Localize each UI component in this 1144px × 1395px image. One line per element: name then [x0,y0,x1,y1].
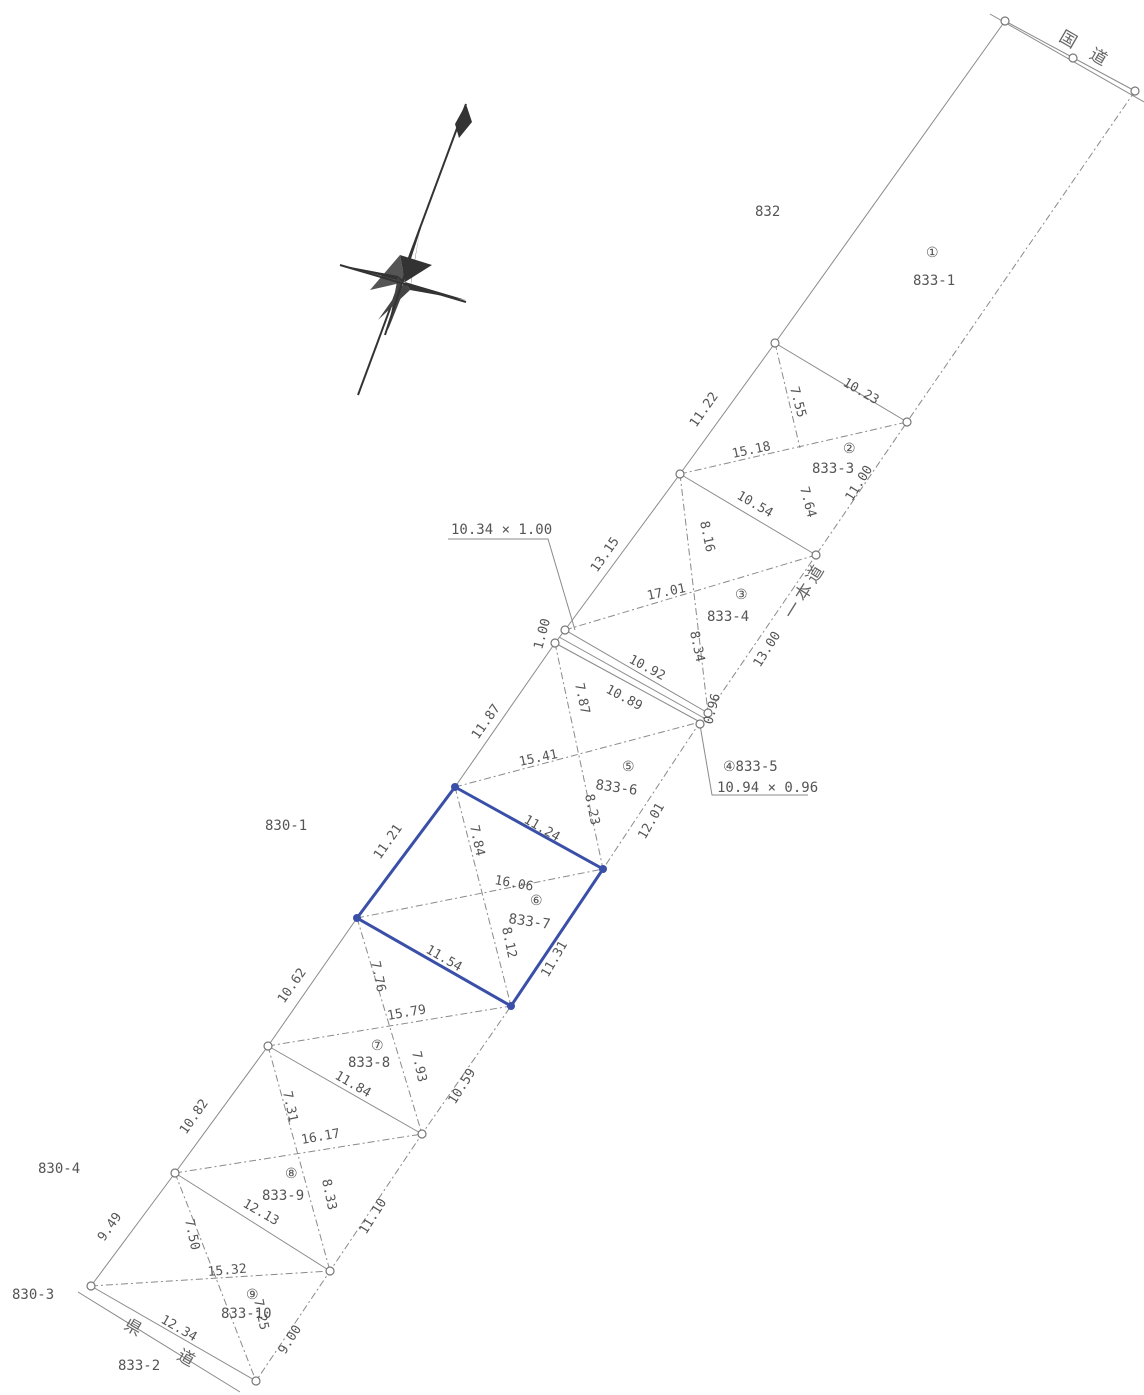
neighbor-lot: 830-3 [12,1287,54,1303]
measurement: 11.87 [469,702,504,743]
neighbor-labels: 832 830-1 830-4 830-3 833-2 [12,204,780,1374]
measurement: 7.31 [279,1090,300,1124]
neighbor-lot: 830-4 [38,1161,80,1177]
measurement: 8.33 [318,1178,339,1212]
measurement: 15.32 [207,1262,247,1280]
measurement: 11.54 [423,942,465,975]
measurement: 9.49 [95,1210,125,1244]
callout-bottom: 10.94 × 0.96 [717,780,818,796]
measurement: 0.96 [701,692,724,726]
parcel-id: 833-10 [221,1306,272,1322]
measurement: 10.82 [177,1097,212,1138]
measurement: 11.84 [332,1068,374,1101]
measurement: 7.64 [796,485,819,519]
measurement: 13.00 [751,629,784,670]
measurement: 9.00 [276,1323,305,1358]
parcel-boundaries [77,13,1144,1393]
measurement: 17.01 [646,581,687,604]
parcel-id: 833-6 [594,777,638,799]
measurement: 10.59 [446,1066,479,1107]
parcel-number: ⑧ [285,1166,298,1182]
measurement: 10.23 [840,375,881,408]
measurement: 12.01 [635,801,668,842]
parcel-number: ⑨ [246,1287,259,1303]
measurement: 8.12 [498,926,519,960]
measurement: 13.15 [588,535,623,576]
parcel-number: ② [843,441,856,457]
measurement: 11.21 [371,822,406,863]
survey-points [86,16,1140,1386]
measurement: 8.34 [686,630,707,664]
parcel-number: ⑥ [530,893,543,909]
measurement: 10.62 [275,966,310,1007]
parcel-id: 833-7 [507,911,551,933]
measurement: 7.93 [408,1050,429,1084]
measurement: 8.16 [696,520,717,554]
parcel-labels: ① 833-1 ② 833-3 ③ 833-4 ⑤ 833-6 ⑥ 833-7 … [221,245,955,1322]
measurement: 10.89 [603,682,645,714]
callout-top: 10.34 × 1.00 [451,522,552,538]
measurement: 15.18 [731,439,772,462]
measurement: 15.79 [386,1002,427,1024]
neighbor-lot: 830-1 [265,818,307,834]
measurement: 16.17 [300,1126,341,1148]
measurement: 11.24 [521,812,563,845]
neighbor-lot: 832 [755,204,780,220]
measurement: 7.84 [466,824,487,858]
callout-parcel: ④833-5 [723,759,778,775]
parcel-number: ⑤ [622,759,635,775]
parcel-id: 833-8 [348,1055,390,1071]
parcel-id: 833-1 [913,273,955,289]
measurement: 10.54 [734,488,776,521]
parcel-number: ③ [735,587,748,603]
road-label-east: 一本道 [780,559,830,623]
parcel-number: ① [926,245,939,261]
measurement: 7.87 [571,682,592,716]
measurement: 1.00 [531,617,554,651]
parcel-id: 833-9 [262,1188,304,1204]
measurement: 7.25 [250,1298,271,1332]
measurement: 11.10 [357,1196,390,1237]
parcel-id: 833-4 [707,609,749,625]
compass-rose-icon [339,103,472,396]
measurement: 7.76 [367,960,388,994]
measurement: 8.23 [581,793,602,827]
parcel-id: 833-3 [812,461,854,477]
measurement: 15.41 [518,747,559,770]
measurement: 10.92 [626,652,668,684]
measurement: 7.50 [181,1218,202,1252]
highlighted-parcel-6[interactable] [354,785,606,1008]
neighbor-lot: 833-2 [118,1358,160,1374]
measurement: 16.06 [493,873,534,895]
parcel-number: ⑦ [371,1038,384,1054]
